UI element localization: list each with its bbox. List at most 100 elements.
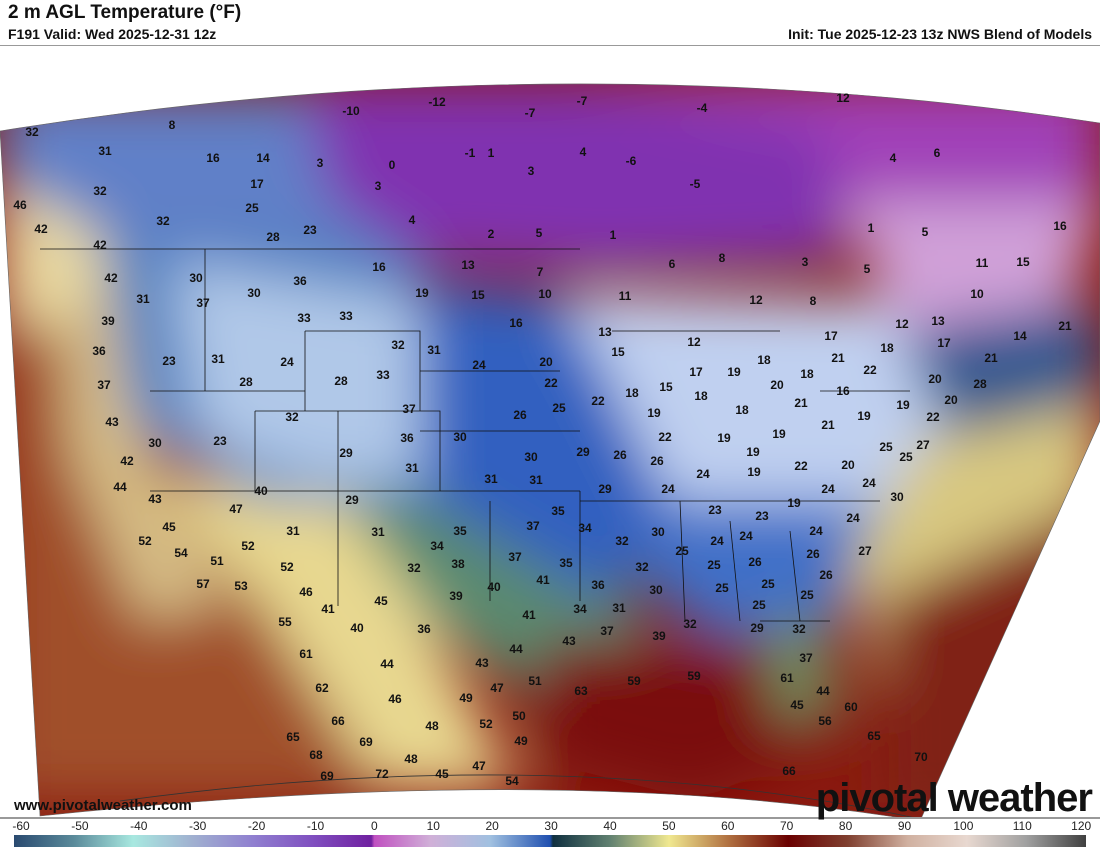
colorbar-tick: 80: [838, 819, 853, 833]
temperature-label: 69: [320, 769, 334, 783]
temperature-label: 24: [862, 476, 876, 490]
temperature-label: 59: [627, 674, 641, 688]
temperature-label: 31: [211, 352, 225, 366]
temperature-label: 52: [241, 539, 255, 553]
colorbar-tick: 0: [371, 819, 378, 833]
temperature-label: 31: [405, 461, 419, 475]
temperature-label: 34: [578, 521, 592, 535]
temperature-label: 36: [293, 274, 307, 288]
temperature-label: 25: [879, 440, 893, 454]
temperature-label: 46: [13, 198, 27, 212]
temperature-label: 33: [376, 368, 390, 382]
temperature-label: 3: [375, 179, 382, 193]
temperature-label: 47: [490, 681, 504, 695]
temperature-label: 16: [509, 316, 523, 330]
temperature-label: 25: [715, 581, 729, 595]
temperature-label: 25: [552, 401, 566, 415]
temperature-label: 35: [559, 556, 573, 570]
temperature-label: 54: [505, 774, 519, 788]
temperature-label: 18: [625, 386, 639, 400]
temperature-label: 30: [651, 525, 665, 539]
temperature-label: 35: [551, 504, 565, 518]
temperature-label: 17: [937, 336, 951, 350]
temperature-label: 29: [339, 446, 353, 460]
temperature-label: 65: [286, 730, 300, 744]
temperature-label: 43: [105, 415, 119, 429]
colorbar: -60 -50 -40 -30 -20 -10 0 10 20 30 40 50 60 70 80 90 100…: [0, 818, 1100, 850]
temperature-label: 72: [375, 767, 389, 781]
temperature-label: 40: [254, 484, 268, 498]
temperature-label: 30: [247, 286, 261, 300]
temperature-label: 35: [453, 524, 467, 538]
temperature-label: 48: [425, 719, 439, 733]
temperature-field: [0, 83, 1100, 817]
temperature-label: 66: [782, 764, 796, 778]
temperature-label: 19: [727, 365, 741, 379]
temperature-label: 21: [984, 351, 998, 365]
temperature-label: 32: [156, 214, 170, 228]
temperature-label: 43: [562, 634, 576, 648]
temperature-label: 4: [580, 145, 587, 159]
temperature-label: 25: [761, 577, 775, 591]
temperature-label: 12: [836, 91, 850, 105]
temperature-label: 8: [810, 294, 817, 308]
temperature-label: 24: [696, 467, 710, 481]
temperature-label: 26: [819, 568, 833, 582]
temperature-label: 25: [245, 201, 259, 215]
temperature-label: 6: [934, 146, 941, 160]
temperature-label: 23: [162, 354, 176, 368]
temperature-label: 16: [206, 151, 220, 165]
temperature-label: 4: [409, 213, 416, 227]
temperature-label: 47: [472, 759, 486, 773]
temperature-label: 11: [976, 256, 989, 270]
temperature-label: 31: [136, 292, 150, 306]
temperature-label: 5: [864, 262, 871, 276]
temperature-label: 45: [374, 594, 388, 608]
temperature-label: 31: [98, 144, 112, 158]
temperature-label: 21: [794, 396, 808, 410]
temperature-label: 34: [430, 539, 444, 553]
temperature-label: -10: [342, 104, 360, 118]
temperature-label: 19: [772, 427, 786, 441]
temperature-label: 29: [345, 493, 359, 507]
temperature-label: 1: [488, 146, 495, 160]
temperature-label: 36: [591, 578, 605, 592]
temperature-label: 61: [780, 671, 794, 685]
temperature-label: 30: [189, 271, 203, 285]
temperature-label: 16: [1053, 219, 1067, 233]
temperature-label: 1: [610, 228, 617, 242]
temperature-label: 38: [451, 557, 465, 571]
temperature-label: 28: [239, 375, 253, 389]
temperature-label: 22: [658, 430, 672, 444]
temperature-label: 12: [895, 317, 909, 331]
temperature-label: 12: [749, 293, 763, 307]
temperature-label: 31: [484, 472, 498, 486]
temperature-label: 54: [174, 546, 188, 560]
temperature-label: 7: [537, 265, 544, 279]
temperature-label: 25: [800, 588, 814, 602]
temperature-label: 31: [427, 343, 441, 357]
temperature-label: 65: [867, 729, 881, 743]
colorbar-tick: -10: [306, 819, 325, 833]
temperature-label: 59: [687, 669, 701, 683]
temperature-label: 15: [471, 288, 485, 302]
temperature-label: 37: [600, 624, 614, 638]
temperature-label: 12: [687, 335, 701, 349]
temperature-label: 32: [635, 560, 649, 574]
temperature-label: 18: [800, 367, 814, 381]
temperature-label: 22: [794, 459, 808, 473]
temperature-label: 43: [475, 656, 489, 670]
temperature-label: 18: [880, 341, 894, 355]
temperature-label: -7: [577, 94, 588, 108]
colorbar-tick: -40: [130, 819, 148, 833]
temperature-label: 4: [890, 151, 897, 165]
colorbar-tick: -30: [189, 819, 207, 833]
temperature-label: 70: [914, 750, 928, 764]
temperature-label: 41: [536, 573, 550, 587]
temperature-label: 60: [844, 700, 858, 714]
colorbar-tick: 20: [485, 819, 499, 833]
temperature-label: 5: [536, 226, 543, 240]
temperature-label: 39: [449, 589, 463, 603]
temperature-label: 32: [285, 410, 299, 424]
